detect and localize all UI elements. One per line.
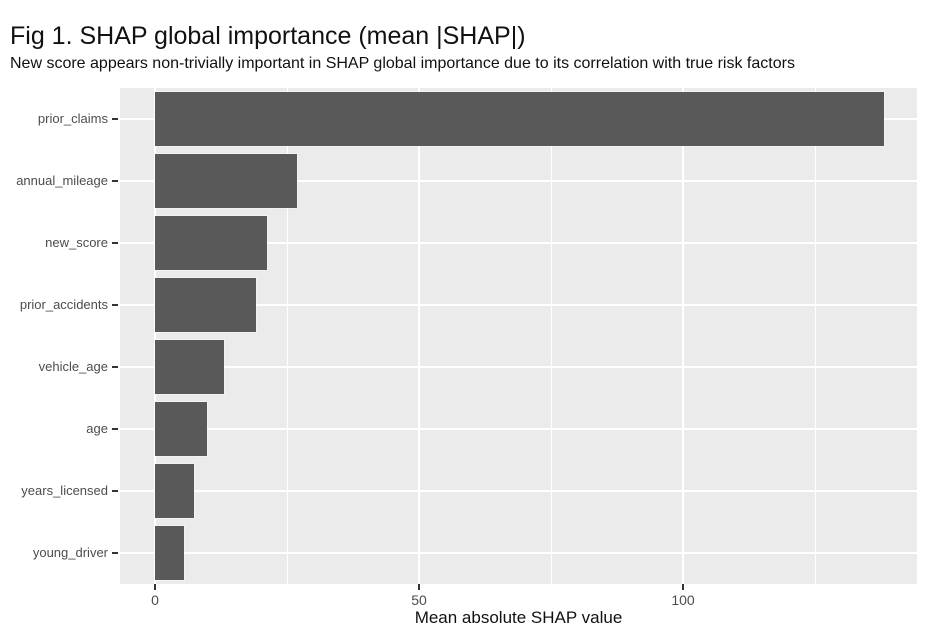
- x-axis-tick-label: 100: [671, 592, 695, 608]
- category-gridline: [120, 428, 917, 430]
- x-tick-mark: [418, 584, 420, 590]
- y-tick-mark: [112, 304, 118, 306]
- bar-annual_mileage: [155, 154, 298, 208]
- y-axis-label: prior_claims: [37, 111, 108, 126]
- y-axis-label: prior_accidents: [19, 297, 108, 312]
- major-gridline: [418, 88, 420, 584]
- bar-new_score: [155, 216, 267, 270]
- bar-vehicle_age: [155, 340, 225, 394]
- x-tick-mark: [154, 584, 156, 590]
- x-tick-mark: [682, 584, 684, 590]
- y-axis-label: annual_mileage: [16, 173, 108, 188]
- category-gridline: [120, 180, 917, 182]
- chart-title: Fig 1. SHAP global importance (mean |SHA…: [10, 22, 526, 50]
- minor-gridline: [550, 88, 552, 584]
- x-axis-title: Mean absolute SHAP value: [414, 608, 623, 627]
- y-tick-mark: [112, 118, 118, 120]
- x-axis-tick-label: 50: [411, 592, 427, 608]
- y-axis-label: age: [86, 421, 108, 436]
- plot-panel: [120, 88, 917, 584]
- category-gridline: [120, 490, 917, 492]
- bar-age: [155, 402, 208, 456]
- chart-subtitle: New score appears non-trivially importan…: [10, 55, 795, 72]
- bar-prior_claims: [155, 92, 884, 146]
- y-tick-mark: [112, 242, 118, 244]
- y-axis-label: vehicle_age: [38, 359, 108, 374]
- category-gridline: [120, 366, 917, 368]
- y-tick-mark: [112, 366, 118, 368]
- x-axis-tick-label: 0: [151, 592, 159, 608]
- category-gridline: [120, 242, 917, 244]
- minor-gridline: [814, 88, 816, 584]
- bar-young_driver: [155, 526, 184, 580]
- y-axis-label: young_driver: [32, 545, 108, 560]
- y-tick-mark: [112, 490, 118, 492]
- category-gridline: [120, 304, 917, 306]
- major-gridline: [682, 88, 684, 584]
- y-tick-mark: [112, 552, 118, 554]
- major-gridline: [154, 88, 156, 584]
- bar-prior_accidents: [155, 278, 257, 332]
- y-tick-mark: [112, 428, 118, 430]
- minor-gridline: [286, 88, 288, 584]
- y-axis-label: years_licensed: [21, 483, 108, 498]
- y-tick-mark: [112, 180, 118, 182]
- category-gridline: [120, 552, 917, 554]
- y-axis-label: new_score: [45, 235, 108, 250]
- bar-years_licensed: [155, 464, 194, 518]
